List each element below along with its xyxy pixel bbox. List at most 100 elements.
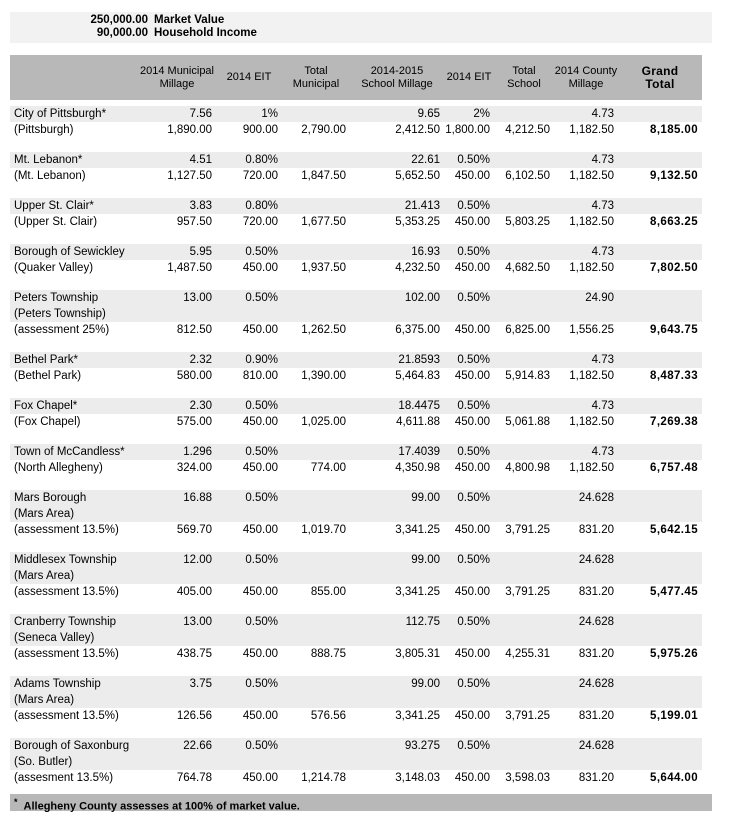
school-district-cell: (Seneca Valley) — [10, 630, 138, 646]
assessment-note-cell: (assessment 13.5%) — [10, 522, 138, 538]
municipality-row: (North Allegheny) 324.00 450.00 774.00 4,350… — [10, 460, 702, 476]
value-cell: 450.00 — [216, 708, 282, 724]
value-cell: 102.00 — [350, 290, 444, 306]
spacer-row — [10, 430, 702, 444]
grand-total-cell: 6,757.48 — [618, 460, 702, 476]
value-cell — [282, 754, 350, 770]
value-cell: 13.00 — [138, 614, 216, 630]
municipality-row: Mt. Lebanon* 4.51 0.80% 22.61 0.50% 4.73 — [10, 152, 702, 168]
value-cell: 575.00 — [138, 414, 216, 430]
value-cell: 93.275 — [350, 738, 444, 754]
value-cell: 720.00 — [216, 214, 282, 230]
value-cell — [282, 568, 350, 584]
value-cell: 0.50% — [444, 444, 494, 460]
column-header-text: 2014-2015 School Millage — [361, 64, 433, 90]
value-cell: 812.50 — [138, 322, 216, 338]
value-cell: 1,800.00 — [444, 122, 494, 138]
value-cell — [282, 444, 350, 460]
grand-total-cell: 8,487.33 — [618, 368, 702, 384]
municipality-name-cell: Mars Borough — [10, 490, 138, 506]
value-cell — [494, 614, 554, 630]
grand-total-cell — [618, 398, 702, 414]
market-value-amount: 250,000.00 — [90, 14, 148, 26]
value-cell: 0.50% — [216, 290, 282, 306]
value-cell — [216, 506, 282, 522]
column-header-municipal-millage-2014: 2014 Municipal Millage — [138, 55, 216, 100]
value-cell: 24.628 — [554, 614, 618, 630]
spacer-cell — [10, 538, 702, 552]
municipality-row: Middlesex Township 12.00 0.50% 99.00 0.50% 24… — [10, 552, 702, 568]
municipality-row: (assessment 13.5%) 405.00 450.00 855.00 3,34… — [10, 584, 702, 600]
value-cell: 5,353.25 — [350, 214, 444, 230]
value-cell: 831.20 — [554, 584, 618, 600]
grand-total-cell — [618, 152, 702, 168]
value-cell — [554, 630, 618, 646]
value-cell: 4,800.98 — [494, 460, 554, 476]
value-cell — [494, 490, 554, 506]
value-cell: 3,791.25 — [494, 708, 554, 724]
value-cell: 0.90% — [216, 352, 282, 368]
value-cell: 0.50% — [216, 676, 282, 692]
value-cell: 0.50% — [216, 398, 282, 414]
spacer-row — [10, 338, 702, 352]
grand-total-cell — [618, 444, 702, 460]
municipality-row: (assessment 25%) 812.50 450.00 1,262.50 6,37… — [10, 322, 702, 338]
grand-total-cell — [618, 754, 702, 770]
household-income-amount: 90,000.00 — [96, 27, 148, 39]
value-cell: 12.00 — [138, 552, 216, 568]
spacer-cell — [10, 724, 702, 738]
municipality-row: Bethel Park* 2.32 0.90% 21.8593 0.50% 4.73 — [10, 352, 702, 368]
municipality-name-cell: Borough of Sewickley — [10, 244, 138, 260]
value-cell: 450.00 — [216, 414, 282, 430]
value-cell: 4,212.50 — [494, 122, 554, 138]
value-cell: 4.73 — [554, 106, 618, 122]
column-header-total-school: Total School — [494, 55, 554, 100]
value-cell — [444, 692, 494, 708]
municipality-row: (So. Butler) — [10, 754, 702, 770]
municipality-row: Cranberry Township 13.00 0.50% 112.75 0.50% 2… — [10, 614, 702, 630]
value-cell: 3,148.03 — [350, 770, 444, 786]
school-district-cell: (Fox Chapel) — [10, 414, 138, 430]
value-cell: 4,611.88 — [350, 414, 444, 430]
value-cell: 450.00 — [216, 460, 282, 476]
value-cell — [282, 244, 350, 260]
value-cell: 2% — [444, 106, 494, 122]
table-body: City of Pittsburgh* 7.56 1% 9.65 2% 4.73 (Pitt… — [10, 100, 702, 786]
assessment-note-cell: (assessment 25%) — [10, 322, 138, 338]
value-cell: 888.75 — [282, 646, 350, 662]
value-cell: 16.88 — [138, 490, 216, 506]
assumptions-panel: 250,000.00 Market Value 90,000.00 Househ… — [10, 12, 712, 43]
value-cell — [554, 754, 618, 770]
value-cell — [282, 490, 350, 506]
value-cell — [494, 352, 554, 368]
footnote: * Allegheny County assesses at 100% of ma… — [10, 794, 712, 813]
grand-total-cell: 8,185.00 — [618, 122, 702, 138]
value-cell: 24.628 — [554, 552, 618, 568]
value-cell — [494, 306, 554, 322]
municipality-row: (Mars Area) — [10, 568, 702, 584]
spacer-cell — [10, 600, 702, 614]
municipality-row: (assessment 13.5%) 126.56 450.00 576.56 3,34… — [10, 708, 702, 724]
value-cell — [350, 754, 444, 770]
value-cell: 99.00 — [350, 490, 444, 506]
assessment-note-cell: (assessment 13.5%) — [10, 584, 138, 600]
column-header-text: 2014 EIT — [446, 71, 492, 83]
value-cell: 831.20 — [554, 646, 618, 662]
grand-total-cell — [618, 198, 702, 214]
grand-total-cell — [618, 106, 702, 122]
grand-total-cell: 7,802.50 — [618, 260, 702, 276]
spacer-cell — [10, 662, 702, 676]
value-cell: 1,847.50 — [282, 168, 350, 184]
value-cell: 99.00 — [350, 676, 444, 692]
value-cell — [494, 152, 554, 168]
value-cell: 810.00 — [216, 368, 282, 384]
value-cell: 13.00 — [138, 290, 216, 306]
value-cell: 22.66 — [138, 738, 216, 754]
value-cell — [350, 692, 444, 708]
value-cell — [494, 552, 554, 568]
table-header: 2014 Municipal Millage 2014 EIT Total Muni… — [10, 55, 702, 100]
value-cell — [494, 738, 554, 754]
municipality-name-cell: Peters Township — [10, 290, 138, 306]
household-income-row: 90,000.00 Household Income — [10, 27, 712, 40]
value-cell — [282, 106, 350, 122]
